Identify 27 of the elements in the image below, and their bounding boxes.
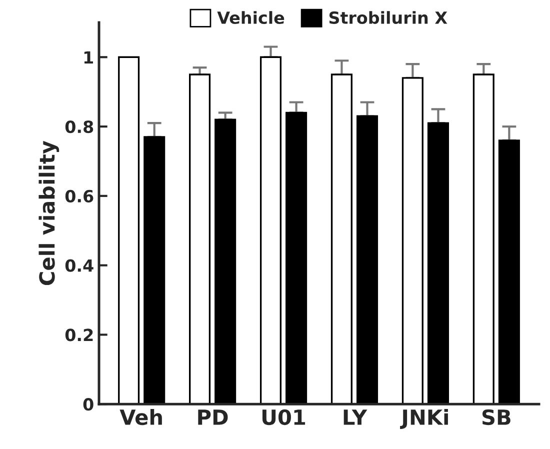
bar <box>118 56 140 404</box>
y-tick-label: 0.8 <box>65 120 94 134</box>
bar <box>189 74 211 404</box>
y-tick-label: 0.2 <box>65 328 93 342</box>
bar <box>356 115 378 404</box>
legend-label: Vehicle <box>217 11 284 24</box>
legend-label: Strobilurin X <box>329 11 448 24</box>
bar <box>260 56 282 404</box>
bar <box>472 74 494 404</box>
bar <box>402 77 424 404</box>
x-tick-label: SB <box>482 409 510 426</box>
bar <box>330 74 352 404</box>
bar <box>498 140 520 404</box>
x-tick-label: Veh <box>120 408 162 426</box>
x-tick-label: LY <box>344 410 368 425</box>
y-tick-label: 0.4 <box>65 259 94 272</box>
y-axis-title: Cell viability <box>38 140 60 286</box>
y-tick-label: 0 <box>83 398 94 411</box>
bar <box>214 118 236 404</box>
bar <box>144 136 166 404</box>
bar <box>427 122 449 404</box>
y-tick-label: 0.6 <box>65 190 94 202</box>
x-tick-label: U01 <box>262 409 306 426</box>
y-tick-label: 1 <box>84 51 93 64</box>
x-tick-label: PD <box>198 410 228 425</box>
bar <box>286 112 308 404</box>
x-tick-label: JNKi <box>400 408 448 429</box>
